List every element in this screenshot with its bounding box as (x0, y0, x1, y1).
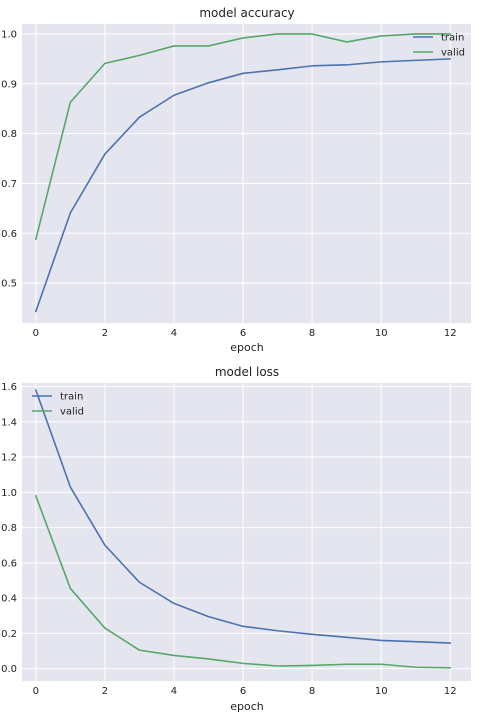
x-tick-label: 12 (444, 686, 457, 697)
x-tick-label: 4 (171, 686, 177, 697)
y-tick-label: 0.0 (1, 664, 17, 675)
accuracy-chart: model accuracy epoch 0.5 0.6 0.7 0.8 0.9 1.0 0… (1, 6, 471, 354)
y-tick-label: 0.2 (1, 629, 17, 640)
y-tick-label: 1.0 (1, 488, 17, 499)
y-tick-label: 1.6 (1, 382, 17, 393)
chart-title: model loss (215, 365, 279, 379)
plot-area (22, 383, 471, 681)
y-tick-label: 0.5 (1, 279, 17, 290)
x-axis-label: epoch (230, 700, 264, 713)
x-tick-label: 2 (102, 686, 108, 697)
y-tick-label: 0.6 (1, 558, 17, 569)
x-tick-label: 8 (309, 328, 315, 339)
series-line-train (35, 389, 452, 644)
y-tick-label: 1.0 (1, 29, 17, 40)
y-tick-label: 1.4 (1, 417, 17, 428)
x-tick-label: 2 (102, 328, 108, 339)
x-tick-label: 10 (375, 686, 388, 697)
x-tick-label: 0 (33, 686, 39, 697)
loss-chart: model loss epoch 0.0 0.2 0.4 0.6 0.8 1.0 1.2 1.… (1, 365, 471, 713)
legend-label-valid: valid (60, 407, 84, 418)
legend-label-train: train (60, 392, 83, 403)
series-line-valid (35, 33, 452, 241)
chart-title: model accuracy (199, 6, 294, 20)
plot-area (22, 24, 471, 323)
legend: train valid (413, 33, 465, 59)
legend: train valid (32, 392, 84, 418)
x-tick-label: 4 (171, 328, 177, 339)
x-tick-label: 6 (240, 686, 246, 697)
x-tick-label: 12 (444, 328, 457, 339)
y-tick-label: 0.7 (1, 179, 17, 190)
y-tick-label: 0.8 (1, 129, 17, 140)
x-tick-label: 0 (33, 328, 39, 339)
legend-label-train: train (441, 33, 464, 44)
y-tick-label: 0.8 (1, 523, 17, 534)
legend-label-valid: valid (441, 48, 465, 59)
x-axis-label: epoch (230, 341, 264, 354)
x-tick-label: 10 (375, 328, 388, 339)
series-line-train (35, 58, 452, 313)
series-line-valid (35, 495, 452, 669)
y-tick-label: 0.6 (1, 229, 17, 240)
y-tick-label: 0.9 (1, 79, 17, 90)
x-tick-label: 8 (309, 686, 315, 697)
x-tick-label: 6 (240, 328, 246, 339)
y-tick-label: 0.4 (1, 594, 17, 605)
y-tick-label: 1.2 (1, 453, 17, 464)
